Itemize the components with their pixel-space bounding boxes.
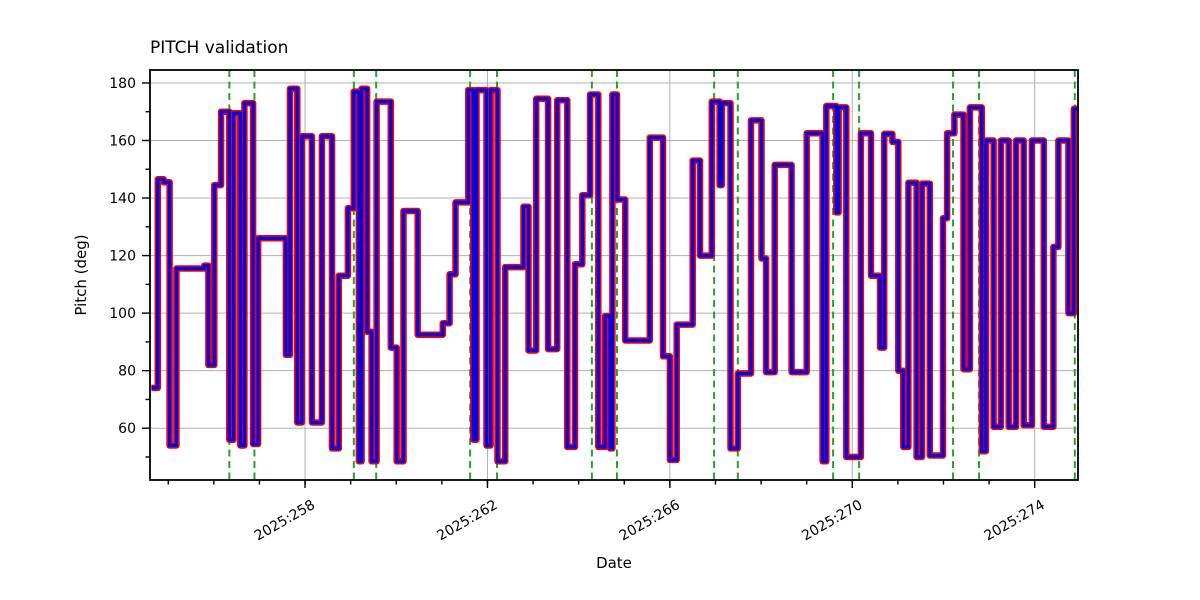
data-series — [151, 85, 1078, 465]
y-tick-label: 80 — [118, 364, 136, 380]
x-axis-label: Date — [596, 554, 632, 572]
x-tick-label: 2025:270 — [799, 497, 865, 544]
x-tick-label: 2025:258 — [252, 497, 318, 544]
y-tick-label: 60 — [118, 421, 136, 437]
axis-ticks — [142, 82, 1036, 488]
x-tick-labels: 2025:258 2025:262 2025:266 2025:270 2025:274 — [252, 497, 1048, 544]
y-tick-label: 120 — [109, 249, 136, 265]
y-axis-label: Pitch (deg) — [72, 234, 90, 315]
x-tick-label: 2025:266 — [617, 497, 683, 544]
measured-step-line — [151, 87, 1078, 463]
y-tick-label: 140 — [109, 191, 136, 207]
y-tick-labels: 60 80 100 120 140 160 180 — [109, 76, 136, 437]
axes-frame — [149, 69, 1079, 481]
x-tick-label: 2025:274 — [982, 497, 1048, 544]
y-tick-label: 160 — [109, 133, 136, 149]
chart-title: PITCH validation — [150, 38, 288, 58]
y-tick-label: 100 — [109, 306, 136, 322]
y-tick-label: 180 — [109, 76, 136, 92]
x-tick-label: 2025:262 — [434, 497, 500, 544]
